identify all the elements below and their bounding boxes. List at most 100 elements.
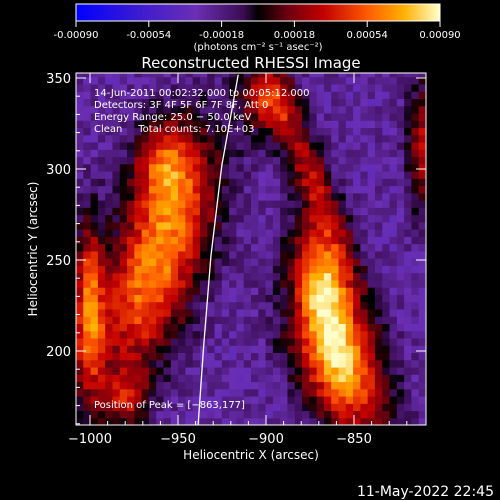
heatmap-pixel xyxy=(323,388,332,397)
heatmap-pixel xyxy=(97,207,106,216)
heatmap-pixel xyxy=(192,127,201,136)
heatmap-pixel xyxy=(112,330,121,339)
heatmap-pixel xyxy=(207,141,216,150)
heatmap-pixel xyxy=(214,395,223,404)
heatmap-pixel xyxy=(280,127,289,136)
heatmap-pixel xyxy=(119,91,128,99)
heatmap-pixel xyxy=(302,178,310,187)
heatmap-pixel xyxy=(382,178,391,187)
heatmap-pixel xyxy=(105,381,114,390)
heatmap-pixel xyxy=(221,395,230,404)
heatmap-pixel xyxy=(207,366,216,375)
heatmap-pixel xyxy=(236,323,245,332)
heatmap-pixel xyxy=(265,374,274,383)
heatmap-pixel xyxy=(404,98,413,107)
heatmap-pixel xyxy=(338,258,347,266)
heatmap-pixel xyxy=(243,229,252,237)
heatmap-pixel xyxy=(141,258,150,266)
heatmap-pixel xyxy=(287,265,296,274)
heatmap-pixel xyxy=(76,214,84,223)
heatmap-pixel xyxy=(97,127,106,136)
heatmap-pixel xyxy=(316,120,325,129)
heatmap-pixel xyxy=(90,287,99,295)
heatmap-pixel xyxy=(178,250,186,259)
heatmap-pixel xyxy=(287,417,296,425)
heatmap-pixel xyxy=(236,388,245,397)
heatmap-pixel xyxy=(251,134,259,143)
heatmap-pixel xyxy=(316,229,325,237)
heatmap-pixel xyxy=(141,352,150,361)
heatmap-pixel xyxy=(302,73,310,78)
heatmap-pixel xyxy=(382,120,391,129)
heatmap-pixel xyxy=(156,221,165,230)
heatmap-pixel xyxy=(76,374,84,383)
heatmap-pixel xyxy=(221,185,230,194)
heatmap-pixel xyxy=(148,395,157,404)
heatmap-pixel xyxy=(229,83,238,92)
heatmap-pixel xyxy=(83,178,92,187)
heatmap-pixel xyxy=(90,76,99,85)
heatmap-pixel xyxy=(389,170,398,179)
heatmap-pixel xyxy=(294,83,303,92)
heatmap-pixel xyxy=(345,149,354,158)
heatmap-pixel xyxy=(185,352,194,361)
heatmap-pixel xyxy=(265,221,274,230)
heatmap-pixel xyxy=(156,98,165,107)
heatmap-image xyxy=(76,73,426,425)
heatmap-pixel xyxy=(141,403,150,412)
heatmap-pixel xyxy=(418,388,426,397)
heatmap-pixel xyxy=(411,73,420,78)
heatmap-pixel xyxy=(163,417,172,425)
heatmap-pixel xyxy=(105,301,114,310)
heatmap-pixel xyxy=(265,141,274,150)
heatmap-pixel xyxy=(185,323,194,332)
heatmap-pixel xyxy=(221,243,230,252)
heatmap-pixel xyxy=(229,221,238,230)
heatmap-pixel xyxy=(331,374,340,383)
heatmap-pixel xyxy=(345,91,354,99)
heatmap-pixel xyxy=(280,156,289,165)
heatmap-pixel xyxy=(119,316,128,324)
heatmap-pixel xyxy=(192,207,201,216)
heatmap-pixel xyxy=(396,316,405,324)
heatmap-pixel xyxy=(258,221,267,230)
heatmap-pixel xyxy=(148,316,157,324)
heatmap-pixel xyxy=(374,352,383,361)
heatmap-pixel xyxy=(112,156,121,165)
plot-frame xyxy=(75,72,427,426)
heatmap-pixel xyxy=(316,316,325,324)
heatmap-pixel xyxy=(119,272,128,281)
heatmap-pixel xyxy=(97,83,106,92)
heatmap-pixel xyxy=(265,272,274,281)
heatmap-pixel xyxy=(105,287,114,295)
heatmap-pixel xyxy=(411,156,420,165)
heatmap-pixel xyxy=(134,301,143,310)
heatmap-pixel xyxy=(199,381,208,390)
heatmap-pixel xyxy=(243,105,252,114)
heatmap-pixel xyxy=(367,91,376,99)
heatmap-pixel xyxy=(199,229,208,237)
heatmap-pixel xyxy=(243,337,252,346)
heatmap-pixel xyxy=(331,287,340,295)
heatmap-pixel xyxy=(134,279,143,288)
heatmap-pixel xyxy=(170,345,179,354)
heatmap-pixel xyxy=(418,83,426,92)
heatmap-pixel xyxy=(105,330,114,339)
heatmap-pixel xyxy=(199,258,208,266)
heatmap-pixel xyxy=(178,149,186,158)
heatmap-pixel xyxy=(389,330,398,339)
heatmap-pixel xyxy=(287,279,296,288)
heatmap-pixel xyxy=(418,250,426,259)
heatmap-pixel xyxy=(389,345,398,354)
heatmap-pixel xyxy=(396,330,405,339)
heatmap-pixel xyxy=(112,279,121,288)
heatmap-pixel xyxy=(360,207,369,216)
heatmap-pixel xyxy=(404,134,413,143)
heatmap-pixel xyxy=(83,410,92,419)
heatmap-pixel xyxy=(367,395,376,404)
heatmap-pixel xyxy=(156,112,165,121)
heatmap-pixel xyxy=(90,192,99,201)
heatmap-pixel xyxy=(294,163,303,172)
heatmap-pixel xyxy=(287,330,296,339)
heatmap-pixel xyxy=(294,156,303,165)
